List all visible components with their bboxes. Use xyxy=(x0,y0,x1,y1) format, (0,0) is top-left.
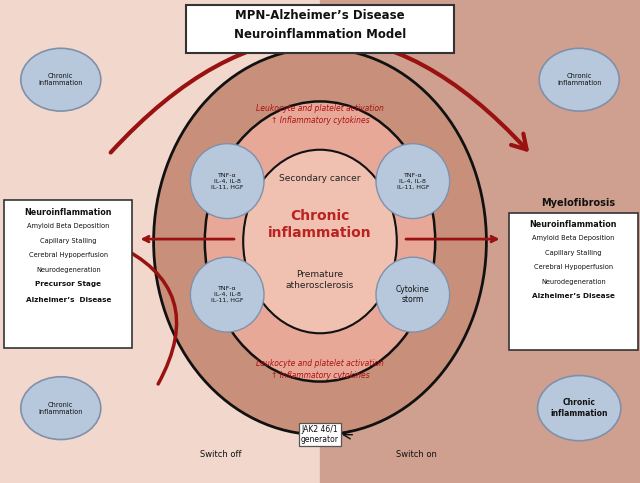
Text: TNF-α
IL-4, IL-8
IL-11, HGF: TNF-α IL-4, IL-8 IL-11, HGF xyxy=(211,173,243,189)
Text: Neurodegeneration: Neurodegeneration xyxy=(541,279,606,284)
Text: Amyloid Beta Deposition: Amyloid Beta Deposition xyxy=(28,223,109,229)
Ellipse shape xyxy=(205,101,435,382)
Ellipse shape xyxy=(191,144,264,218)
Ellipse shape xyxy=(154,48,486,435)
FancyArrowPatch shape xyxy=(111,38,527,153)
Text: TNF-α
IL-4, IL-8
IL-11, HGF: TNF-α IL-4, IL-8 IL-11, HGF xyxy=(397,173,429,189)
Text: ↑ Inflammatory cytokines: ↑ Inflammatory cytokines xyxy=(271,116,369,125)
Text: Neuroinflammation: Neuroinflammation xyxy=(25,208,112,217)
Text: ↑ Inflammatory cytokines: ↑ Inflammatory cytokines xyxy=(271,371,369,380)
Text: TNF-α
IL-4, IL-8
IL-11, HGF: TNF-α IL-4, IL-8 IL-11, HGF xyxy=(211,286,243,303)
Text: Chronic
inflammation: Chronic inflammation xyxy=(38,402,83,414)
Text: Switch on: Switch on xyxy=(396,451,436,459)
Text: Chronic
inflammation: Chronic inflammation xyxy=(557,73,602,86)
FancyArrowPatch shape xyxy=(343,430,353,439)
FancyBboxPatch shape xyxy=(509,213,638,350)
Ellipse shape xyxy=(538,376,621,440)
FancyBboxPatch shape xyxy=(4,200,132,348)
Text: Precursor Stage: Precursor Stage xyxy=(35,281,102,287)
Ellipse shape xyxy=(376,144,450,218)
Text: ET: ET xyxy=(87,230,111,248)
Text: Cytokine
storm: Cytokine storm xyxy=(396,285,429,304)
Ellipse shape xyxy=(20,377,101,440)
Text: Switch off: Switch off xyxy=(200,451,241,459)
Text: Alzheimer’s Disease: Alzheimer’s Disease xyxy=(532,293,615,299)
Text: Capillary Stalling: Capillary Stalling xyxy=(40,238,97,243)
Text: Chronic
inflammation: Chronic inflammation xyxy=(268,210,372,240)
FancyBboxPatch shape xyxy=(186,5,454,53)
Text: PV: PV xyxy=(305,31,335,51)
Text: Alzheimer’s  Disease: Alzheimer’s Disease xyxy=(26,297,111,302)
Text: Amyloid Beta Deposition: Amyloid Beta Deposition xyxy=(532,235,614,241)
Text: Leukocyte and platelet activation: Leukocyte and platelet activation xyxy=(256,359,384,368)
Text: Leukocyte and platelet activation: Leukocyte and platelet activation xyxy=(256,104,384,113)
Text: Cerebral Hypoperfusion: Cerebral Hypoperfusion xyxy=(534,264,613,270)
Text: Chronic
inflammation: Chronic inflammation xyxy=(550,398,608,418)
Bar xyxy=(320,0,640,483)
Text: Capillary Stalling: Capillary Stalling xyxy=(545,250,602,256)
Text: JAK2 46/1
generator: JAK2 46/1 generator xyxy=(301,425,339,444)
Text: Cerebral Hypoperfusion: Cerebral Hypoperfusion xyxy=(29,252,108,258)
Text: Chronic
inflammation: Chronic inflammation xyxy=(38,73,83,86)
FancyArrowPatch shape xyxy=(115,242,177,384)
Ellipse shape xyxy=(540,48,620,111)
Text: Myelofibrosis: Myelofibrosis xyxy=(541,198,615,208)
Ellipse shape xyxy=(243,150,397,333)
Bar xyxy=(0,0,320,483)
Text: Premature
atherosclerosis: Premature atherosclerosis xyxy=(286,270,354,290)
Text: Neuroinflammation: Neuroinflammation xyxy=(530,220,617,229)
Ellipse shape xyxy=(376,257,450,332)
Text: Neuroinflammation Model: Neuroinflammation Model xyxy=(234,28,406,41)
Text: Secondary cancer: Secondary cancer xyxy=(279,174,361,183)
Ellipse shape xyxy=(191,257,264,332)
Ellipse shape xyxy=(20,48,101,111)
Text: MPN-Alzheimer’s Disease: MPN-Alzheimer’s Disease xyxy=(235,10,405,22)
Text: Neurodegeneration: Neurodegeneration xyxy=(36,267,101,272)
